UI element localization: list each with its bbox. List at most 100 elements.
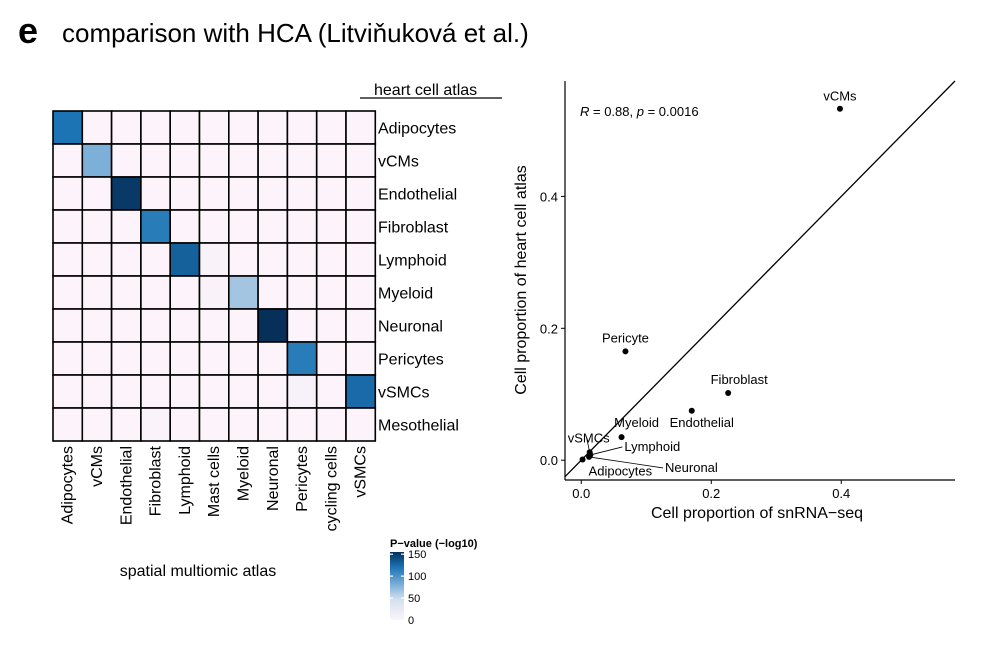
scatter-point bbox=[586, 453, 593, 460]
heatmap-cell bbox=[315, 407, 347, 442]
annotation-p: p bbox=[636, 104, 644, 119]
heatmap-cell bbox=[228, 176, 259, 211]
heatmap-cell bbox=[286, 341, 318, 376]
heatmap-cell bbox=[257, 110, 289, 145]
heatmap-row-label: Pericytes bbox=[378, 352, 444, 369]
heatmap-cell bbox=[257, 209, 289, 244]
identity-line bbox=[564, 80, 956, 478]
heatmap-cell bbox=[345, 143, 377, 178]
heatmap-cell bbox=[315, 308, 347, 343]
heatmap-column-labels: Adipocytes vCMs Endothelial Fibroblast Lymph… bbox=[60, 445, 370, 531]
heatmap-cell bbox=[81, 209, 113, 244]
heatmap-cell bbox=[52, 242, 84, 277]
heatmap-column-label: Mast cells bbox=[206, 446, 223, 517]
heatmap-x-title: spatial multiomic atlas bbox=[120, 563, 277, 580]
heatmap-cell bbox=[198, 176, 230, 211]
heatmap-cell bbox=[81, 341, 113, 376]
scatter-plot: 0.0 0.2 0.4 0.0 0.2 0.4 vCMs Pericyte Fibroblas… bbox=[513, 80, 956, 522]
annotation-r-value: = 0.88, bbox=[589, 104, 636, 119]
panel-letter: e bbox=[18, 10, 39, 51]
heatmap-cell bbox=[228, 110, 259, 145]
heatmap-legend: P−value (−log10) 150 100 50 0 bbox=[390, 538, 478, 627]
heatmap-cell bbox=[286, 143, 318, 178]
heatmap-cell bbox=[52, 341, 84, 376]
heatmap-row-label: Mesothelial bbox=[378, 418, 459, 435]
heatmap-cell bbox=[110, 209, 142, 244]
heatmap-cell bbox=[345, 242, 377, 277]
heatmap-cell bbox=[110, 143, 142, 178]
heatmap-cell bbox=[169, 275, 201, 310]
heatmap-row-label: Fibroblast bbox=[378, 220, 449, 237]
legend-tick-label: 50 bbox=[408, 593, 420, 605]
heatmap-cell bbox=[228, 308, 259, 343]
heatmap-cell bbox=[110, 407, 142, 442]
heatmap-column-label: Endothelial bbox=[118, 446, 135, 525]
heatmap-cell bbox=[315, 176, 347, 211]
heatmap-column-label: Adipocytes bbox=[60, 446, 77, 524]
heatmap-cell bbox=[140, 176, 171, 211]
heatmap-cell bbox=[345, 341, 377, 376]
heatmap-cell bbox=[315, 275, 347, 310]
point-label: Pericyte bbox=[602, 330, 649, 345]
legend-tick-label: 0 bbox=[408, 615, 414, 627]
x-tick-label: 0.4 bbox=[832, 486, 850, 501]
heatmap-column-label: cycling cells bbox=[323, 446, 340, 531]
heatmap-cell bbox=[198, 308, 230, 343]
heatmap-cell bbox=[257, 407, 289, 442]
heatmap-cell bbox=[169, 176, 201, 211]
heatmap-cell bbox=[345, 176, 377, 211]
heatmap-cell bbox=[198, 341, 230, 376]
point-label: Endothelial bbox=[670, 415, 734, 430]
heatmap-cell bbox=[228, 209, 259, 244]
heatmap-cell bbox=[110, 110, 142, 145]
heatmap-row-label: Lymphoid bbox=[378, 253, 447, 270]
scatter-point bbox=[836, 105, 843, 112]
heatmap-cell bbox=[169, 308, 201, 343]
heatmap-cell bbox=[345, 374, 377, 409]
heatmap-cell bbox=[81, 374, 113, 409]
legend-colorbar bbox=[390, 552, 404, 620]
heatmap-cell bbox=[140, 374, 171, 409]
heatmap-cell bbox=[140, 308, 171, 343]
heatmap-cell bbox=[169, 209, 201, 244]
heatmap-cell bbox=[315, 110, 347, 145]
heatmap-cell bbox=[169, 407, 201, 442]
heatmap-cell bbox=[81, 407, 113, 442]
heatmap-cell bbox=[198, 242, 230, 277]
heatmap-cell bbox=[52, 209, 84, 244]
heatmap-cell bbox=[228, 341, 259, 376]
heatmap-column-label: vSMCs bbox=[353, 446, 370, 498]
heatmap-row-label: Adipocytes bbox=[378, 121, 456, 138]
point-label: Lymphoid bbox=[624, 439, 680, 454]
annotation-p-value: = 0.0016 bbox=[644, 104, 699, 119]
legend-title: P−value (−log10) bbox=[390, 538, 478, 550]
heatmap-cell bbox=[257, 374, 289, 409]
scatter-x-title: Cell proportion of snRNA−seq bbox=[651, 505, 863, 522]
heatmap-cell bbox=[81, 308, 113, 343]
heatmap-cell bbox=[52, 308, 84, 343]
heatmap-cell bbox=[52, 275, 84, 310]
heatmap-cell bbox=[286, 209, 318, 244]
heatmap-row-label: Myeloid bbox=[378, 286, 433, 303]
heatmap-cell bbox=[198, 110, 230, 145]
heatmap-cell bbox=[110, 242, 142, 277]
x-tick-label: 0.2 bbox=[702, 486, 720, 501]
y-tick-label: 0.0 bbox=[540, 453, 558, 468]
heatmap-cell bbox=[52, 407, 84, 442]
point-leader-line bbox=[590, 446, 623, 456]
heatmap-cell bbox=[140, 242, 171, 277]
heatmap-column-title: heart cell atlas bbox=[374, 82, 477, 99]
heatmap-cell bbox=[140, 341, 171, 376]
heatmap-cell bbox=[140, 143, 171, 178]
heatmap-row-label: Endothelial bbox=[378, 187, 457, 204]
heatmap: Adipocytes vCMs Endothelial Fibroblast Lymph… bbox=[52, 82, 502, 580]
heatmap-row-labels: Adipocytes vCMs Endothelial Fibroblast Lymph… bbox=[378, 121, 459, 435]
heatmap-cell bbox=[52, 374, 84, 409]
heatmap-cell bbox=[81, 176, 113, 211]
legend-tick-label: 100 bbox=[408, 571, 426, 583]
heatmap-cell bbox=[110, 275, 142, 310]
heatmap-cell bbox=[228, 143, 259, 178]
heatmap-cell bbox=[315, 341, 347, 376]
correlation-annotation: R = 0.88, p = 0.0016 bbox=[580, 104, 699, 119]
heatmap-cell bbox=[257, 242, 289, 277]
